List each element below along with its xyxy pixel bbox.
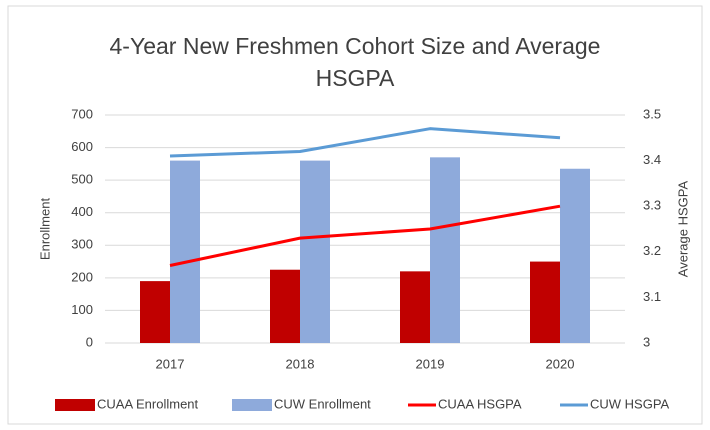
y2-tick-label: 3.5 <box>643 106 661 121</box>
legend-swatch <box>232 399 272 411</box>
x-tick-label: 2017 <box>156 356 185 371</box>
y-tick-label: 300 <box>71 237 93 252</box>
x-tick-label: 2019 <box>416 356 445 371</box>
y-tick-label: 200 <box>71 269 93 284</box>
y-axis-label: Enrollment <box>37 198 52 261</box>
bar <box>530 261 560 343</box>
line <box>169 127 561 158</box>
bar <box>560 168 590 343</box>
legend-label: CUW Enrollment <box>274 396 371 411</box>
y-tick-label: 0 <box>86 334 93 349</box>
y-tick-label: 500 <box>71 172 93 187</box>
y2-tick-label: 3.3 <box>643 198 661 213</box>
y2-axis-label: Average HSGPA <box>675 181 690 278</box>
line <box>169 204 561 267</box>
legend-label: CUW HSGPA <box>590 396 670 411</box>
y-tick-label: 700 <box>71 106 93 121</box>
y2-tick-label: 3 <box>643 334 650 349</box>
legend-label: CUAA Enrollment <box>97 396 199 411</box>
y2-tick-label: 3.1 <box>643 289 661 304</box>
y-tick-label: 100 <box>71 302 93 317</box>
bar <box>300 160 330 343</box>
y-tick-label: 600 <box>71 139 93 154</box>
legend-label: CUAA HSGPA <box>438 396 522 411</box>
bar <box>400 271 430 343</box>
y2-tick-label: 3.2 <box>643 243 661 258</box>
x-tick-label: 2020 <box>546 356 575 371</box>
y2-tick-label: 3.4 <box>643 152 661 167</box>
bar <box>140 281 170 343</box>
bar <box>270 269 300 343</box>
chart-title: 4-Year New Freshmen Cohort Size and Aver… <box>109 33 601 91</box>
bar <box>170 160 200 343</box>
y-tick-label: 400 <box>71 204 93 219</box>
x-tick-label: 2018 <box>286 356 315 371</box>
bar <box>430 157 460 343</box>
legend-swatch <box>55 399 95 411</box>
